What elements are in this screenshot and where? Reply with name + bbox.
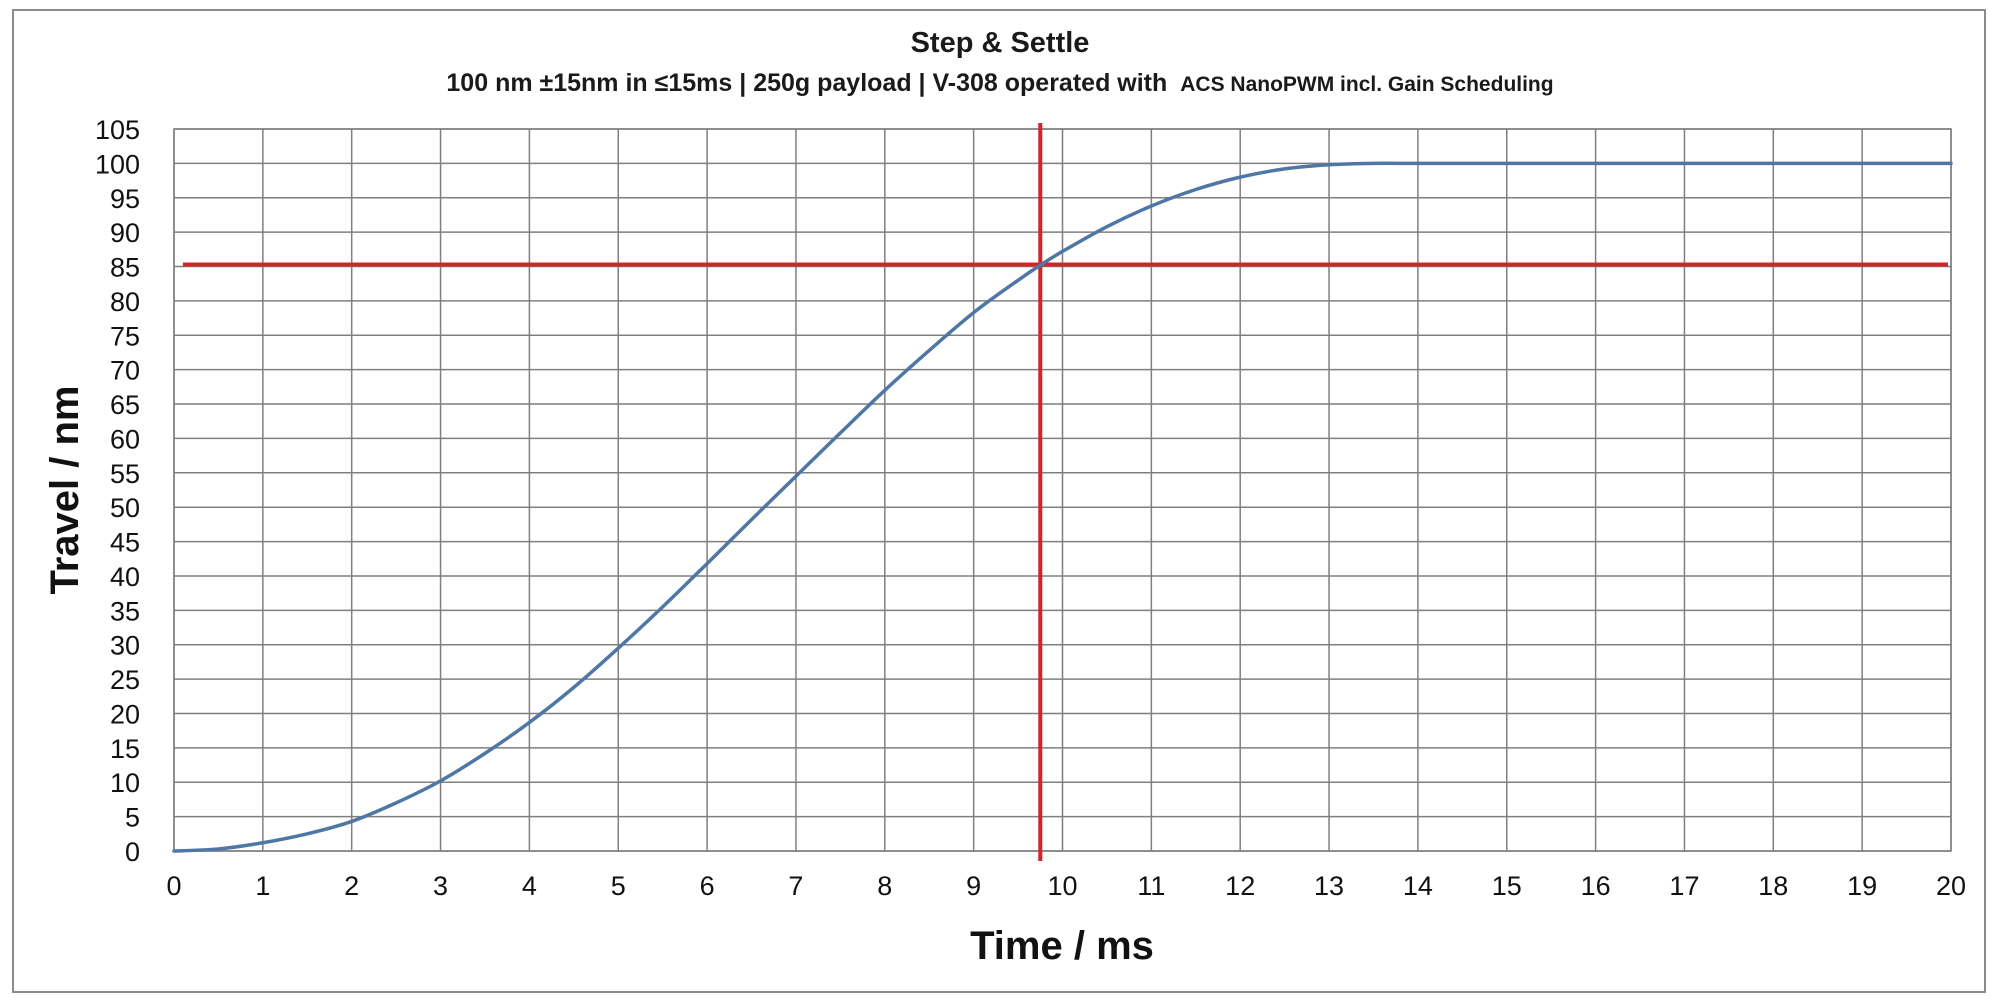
- x-tick-label: 8: [877, 871, 892, 901]
- y-tick-label: 105: [95, 115, 140, 145]
- y-tick-label: 80: [110, 287, 140, 317]
- chart-frame: [12, 9, 1986, 993]
- x-tick-label: 9: [966, 871, 981, 901]
- y-tick-label: 90: [110, 218, 140, 248]
- y-tick-label: 30: [110, 631, 140, 661]
- x-tick-label: 3: [433, 871, 448, 901]
- x-tick-label: 4: [522, 871, 537, 901]
- y-axis-label: Travel / nm: [43, 386, 87, 595]
- x-tick-label: 13: [1314, 871, 1344, 901]
- y-tick-label: 85: [110, 253, 140, 283]
- y-tick-label: 45: [110, 528, 140, 558]
- y-tick-label: 10: [110, 768, 140, 798]
- x-tick-label: 7: [788, 871, 803, 901]
- y-tick-label: 0: [125, 837, 140, 867]
- reference-lines: [182, 123, 1948, 861]
- chart-subtitle: 100 nm ±15nm in ≤15ms | 250g payload | V…: [446, 69, 1553, 97]
- x-tick-label: 15: [1492, 871, 1522, 901]
- x-tick-labels: 0 1 2 3 4 5 6 7 8 9 10 11 12 13 14 15 16 17 18 19 20: [166, 871, 1966, 901]
- x-tick-label: 10: [1047, 871, 1077, 901]
- y-tick-label: 20: [110, 699, 140, 729]
- plot-area-border: [173, 128, 1952, 852]
- chart-subtitle-tail: ACS NanoPWM incl. Gain Scheduling: [1180, 73, 1553, 96]
- x-tick-label: 5: [611, 871, 626, 901]
- y-tick-label: 25: [110, 665, 140, 695]
- y-tick-label: 100: [95, 149, 140, 179]
- chart-subtitle-main: 100 nm ±15nm in ≤15ms | 250g payload | V…: [446, 69, 1167, 97]
- y-tick-label: 40: [110, 562, 140, 592]
- x-tick-label: 17: [1669, 871, 1699, 901]
- x-tick-label: 12: [1225, 871, 1255, 901]
- y-tick-label: 15: [110, 734, 140, 764]
- travel-series-line: [172, 161, 1953, 853]
- x-tick-label: 1: [255, 871, 270, 901]
- y-tick-label: 65: [110, 390, 140, 420]
- x-tick-label: 14: [1403, 871, 1433, 901]
- x-tick-label: 16: [1581, 871, 1611, 901]
- series-layer: [172, 161, 1953, 853]
- y-tick-label: 55: [110, 459, 140, 489]
- y-tick-label: 60: [110, 424, 140, 454]
- x-tick-label: 11: [1137, 871, 1165, 901]
- y-tick-label: 75: [110, 321, 140, 351]
- x-tick-label: 6: [700, 871, 715, 901]
- y-tick-label: 35: [110, 596, 140, 626]
- x-tick-label: 20: [1936, 871, 1966, 901]
- x-tick-label: 2: [344, 871, 359, 901]
- y-tick-label: 95: [110, 184, 140, 214]
- x-tick-label: 18: [1758, 871, 1788, 901]
- chart-title: Step & Settle: [911, 27, 1090, 59]
- y-tick-labels: 0 5 10 15 20 25 30 35 40 45 50 55 60 65 70 75 80 85 90 95 10…: [95, 115, 140, 867]
- y-tick-label: 50: [110, 493, 140, 523]
- x-tick-label: 19: [1847, 871, 1877, 901]
- y-tick-label: 70: [110, 356, 140, 386]
- grid: [173, 128, 1952, 852]
- y-tick-label: 5: [125, 803, 140, 833]
- x-tick-label: 0: [166, 871, 181, 901]
- x-axis-label: Time / ms: [970, 924, 1154, 968]
